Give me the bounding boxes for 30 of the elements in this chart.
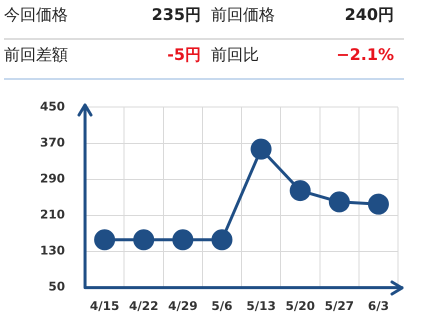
x-tick-label: 4/22: [129, 298, 158, 313]
y-tick-label: 130: [40, 244, 66, 258]
point: [133, 229, 154, 250]
x-tick-label: 4/29: [168, 298, 198, 313]
text: −2.1%: [336, 40, 404, 80]
point: [172, 229, 194, 250]
x-tick-label: 5/20: [285, 298, 315, 313]
text: 235円: [129, 0, 211, 40]
point: [211, 229, 232, 250]
text: 前回価格: [211, 0, 336, 40]
point: [94, 229, 116, 250]
text: 前回比: [211, 40, 336, 80]
y-tick-label: 290: [40, 171, 66, 186]
x-tick-label: 6/3: [368, 298, 389, 313]
y-tick-label: 50: [48, 280, 66, 294]
y-tick-label: 210: [40, 208, 66, 222]
point: [290, 180, 311, 202]
point: [368, 194, 389, 215]
x-tick-label: 5/6: [211, 298, 233, 313]
text: -5円: [129, 40, 211, 80]
y-tick-label: 450: [40, 99, 66, 114]
x-tick-label: 5/27: [324, 298, 354, 313]
text: 今回価格: [4, 0, 129, 40]
point: [250, 138, 272, 160]
text: 前回差額: [4, 40, 129, 80]
text: 240円: [336, 0, 404, 40]
x-tick-label: 4/15: [90, 298, 120, 313]
x-tick-label: 5/13: [246, 298, 276, 313]
y-tick-label: 370: [40, 135, 66, 150]
point: [328, 191, 350, 212]
